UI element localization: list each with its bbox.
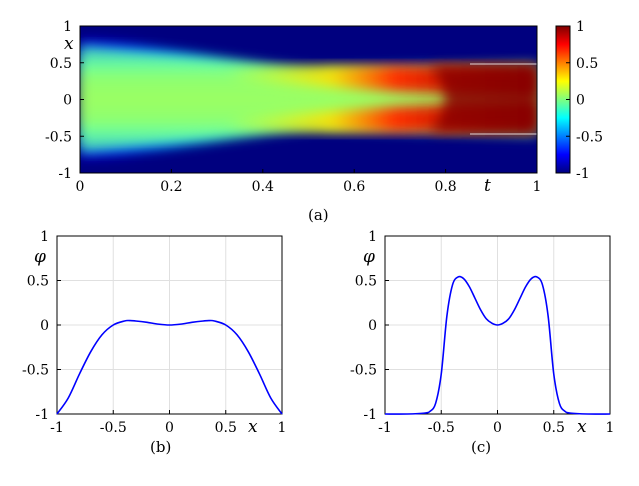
plot-c-xtick-label: 0 (493, 420, 502, 436)
plot-c-ytick-label: -1 (363, 407, 377, 423)
plot-b-ytick-label: 0 (40, 318, 49, 334)
plot-b-ytick-label: 1 (40, 229, 49, 245)
plot-c-phi-curve (384, 275, 611, 415)
plot-c-ytick-label: -0.5 (350, 363, 377, 379)
plot-c-xtick-label: -0.5 (428, 420, 455, 436)
plot-c-xtick-label: 0.5 (543, 420, 565, 436)
heatmap-ytick-label: -0.5 (45, 129, 72, 145)
plot-b-ytick-label: -0.5 (22, 363, 49, 379)
plot-b-axes: -1 -0.5 0 0.5 1 1 0.5 0 -0.5 -1 (22, 229, 286, 436)
heatmap-image (80, 26, 537, 173)
panel-b-line-plot: -1 -0.5 0 0.5 1 1 0.5 0 -0.5 -1 φ x (22, 229, 286, 437)
plot-c-ytick-label: 0 (368, 318, 377, 334)
plot-c-axes: -1 -0.5 0 0.5 1 1 0.5 0 -0.5 -1 (350, 229, 614, 436)
heatmap-xtick-label: 0.8 (434, 179, 456, 195)
colorbar-tick-label: -0.5 (576, 129, 603, 145)
colorbar-ticks: 1 0.5 0 -0.5 -1 (566, 19, 603, 182)
heatmap-ytick-label: -1 (58, 166, 72, 182)
panel-label-a: (a) (308, 206, 329, 224)
plot-b-xtick-label: -1 (50, 420, 64, 436)
heatmap-xtick-label: 0 (76, 179, 85, 195)
plot-b-phi-curve (56, 319, 283, 415)
plot-b-xlabel: x (248, 417, 258, 437)
heatmap-axes: 0 0.2 0.4 0.6 0.8 1 1 0.5 0 -0.5 -1 (45, 19, 541, 195)
plot-b-xtick-label: 0 (165, 420, 174, 436)
plot-c-ylabel: φ (363, 247, 375, 267)
plot-c-ytick-label: 0.5 (355, 274, 377, 290)
colorbar-tick-label: 0 (576, 93, 585, 109)
panel-c-line-plot: -1 -0.5 0 0.5 1 1 0.5 0 -0.5 -1 φ x (350, 229, 614, 437)
plot-b-xtick-label: 0.5 (215, 420, 237, 436)
plot-c-xtick-label: 1 (606, 420, 615, 436)
plot-b-ytick-label: -1 (35, 407, 49, 423)
panel-a-heatmap: 0 0.2 0.4 0.6 0.8 1 1 0.5 0 -0.5 -1 x t 1 0.5 0 -0.5 -… (45, 19, 603, 196)
plot-b-ylabel: φ (34, 247, 46, 267)
heatmap-ytick-label: 1 (63, 19, 72, 35)
plot-c-ytick-label: 1 (368, 229, 377, 245)
heatmap-xlabel: t (484, 176, 491, 196)
colorbar-tick-label: -1 (576, 166, 590, 182)
heatmap-xtick-label: 0.6 (343, 179, 365, 195)
heatmap-ytick-label: 0.5 (50, 56, 72, 72)
heatmap-ylabel: x (64, 34, 74, 54)
heatmap-xtick-label: 1 (533, 179, 542, 195)
heatmap-xtick-label: 0.2 (160, 179, 182, 195)
plot-c-xtick-label: -1 (378, 420, 392, 436)
heatmap-xtick-label: 0.4 (252, 179, 274, 195)
plot-c-xlabel: x (577, 417, 587, 437)
colorbar-tick-label: 1 (576, 19, 585, 35)
heatmap-ytick-label: 0 (63, 93, 72, 109)
colorbar-tick-label: 0.5 (576, 56, 598, 72)
panel-label-c: (c) (471, 438, 491, 456)
plot-b-xtick-label: -0.5 (100, 420, 127, 436)
plot-b-xtick-label: 1 (278, 420, 287, 436)
plot-b-ytick-label: 0.5 (27, 274, 49, 290)
panel-label-b: (b) (150, 438, 171, 456)
